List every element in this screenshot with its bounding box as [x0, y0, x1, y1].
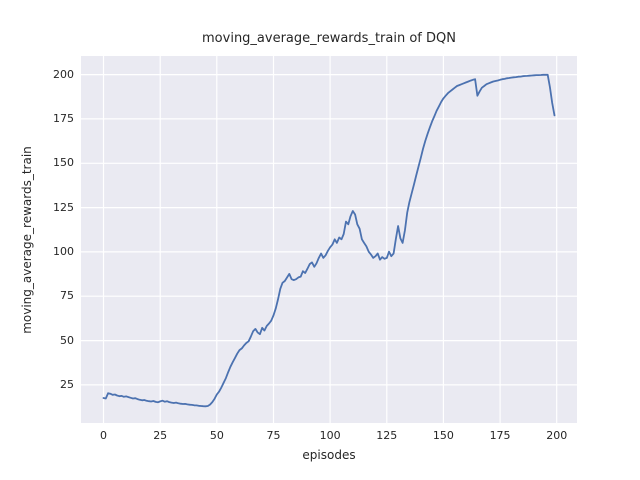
- plot-area: [81, 56, 577, 423]
- x-tick-label: 150: [432, 429, 454, 442]
- grid-lines: [81, 56, 577, 423]
- reward-line-series: [102, 73, 556, 408]
- y-tick-label: 150: [53, 156, 74, 170]
- y-tick-label: 175: [53, 111, 74, 125]
- plot-background: [81, 56, 577, 423]
- y-tick-label: 200: [53, 67, 74, 81]
- x-tick-label: 25: [153, 429, 168, 442]
- y-axis-label: moving_average_rewards_train: [20, 146, 34, 334]
- plot-canvas: [81, 56, 577, 423]
- y-tick-label: 50: [60, 333, 74, 347]
- y-tick-label: 125: [53, 200, 74, 214]
- y-tick-label: 75: [60, 289, 74, 303]
- x-tick-label: 75: [266, 429, 281, 442]
- x-tick-label: 125: [376, 429, 398, 442]
- x-axis-label: episodes: [302, 448, 356, 462]
- x-tick-label: 200: [546, 429, 568, 442]
- x-tick-label: 0: [100, 429, 108, 442]
- x-tick-label: 175: [489, 429, 511, 442]
- chart-title: moving_average_rewards_train of DQN: [202, 31, 456, 46]
- x-tick-label: 50: [209, 429, 224, 442]
- y-tick-label: 100: [53, 244, 74, 258]
- y-tick-label: 25: [60, 377, 74, 391]
- x-tick-label: 100: [319, 429, 341, 442]
